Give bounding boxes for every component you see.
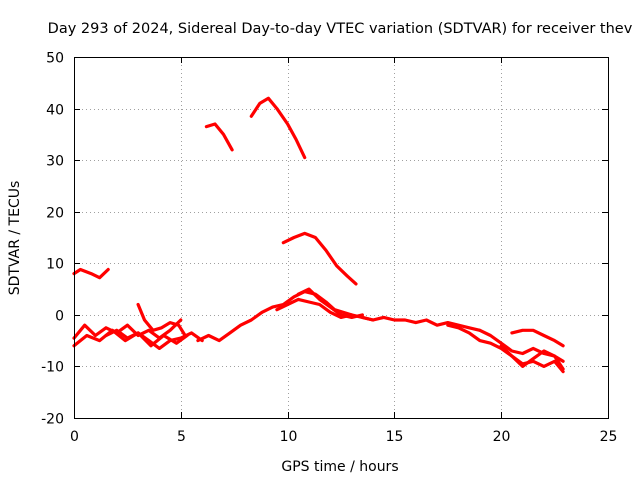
x-axis-label: GPS time / hours (281, 459, 398, 475)
y-tick-label: -20 (41, 412, 64, 428)
y-tick-label: 0 (55, 309, 64, 325)
y-tick-label: 30 (46, 154, 64, 170)
y-axis-label: SDTVAR / TECUs (7, 181, 23, 296)
y-tick-label: 50 (46, 51, 64, 67)
x-tick-label: 5 (177, 429, 186, 445)
series-arc-8 (136, 302, 187, 338)
data-series (72, 96, 565, 374)
x-tick-label: 10 (280, 429, 298, 445)
x-tick-label: 25 (600, 429, 618, 445)
x-tick-label: 0 (70, 429, 79, 445)
series-arc-11 (296, 287, 364, 319)
grid (74, 57, 608, 418)
series-arc-4 (281, 231, 358, 286)
series-arc-15 (510, 328, 565, 348)
series-arc-3 (249, 96, 307, 160)
series-arc-1 (72, 267, 110, 280)
x-tick-label: 15 (386, 429, 404, 445)
series-arc-2 (204, 122, 234, 152)
plot-frame (74, 57, 609, 419)
axis-ticks: 0 5 10 15 20 25 -20 -10 0 10 20 30 40 50 (41, 51, 617, 446)
series-arc-12 (360, 315, 482, 332)
y-tick-label: 10 (46, 257, 64, 273)
x-tick-label: 20 (493, 429, 511, 445)
y-tick-label: 20 (46, 206, 64, 222)
y-tick-label: 40 (46, 103, 64, 119)
series-arc-16 (499, 344, 565, 371)
y-tick-label: -10 (41, 360, 64, 376)
chart-title: Day 293 of 2024, Sidereal Day-to-day VTE… (48, 21, 633, 37)
